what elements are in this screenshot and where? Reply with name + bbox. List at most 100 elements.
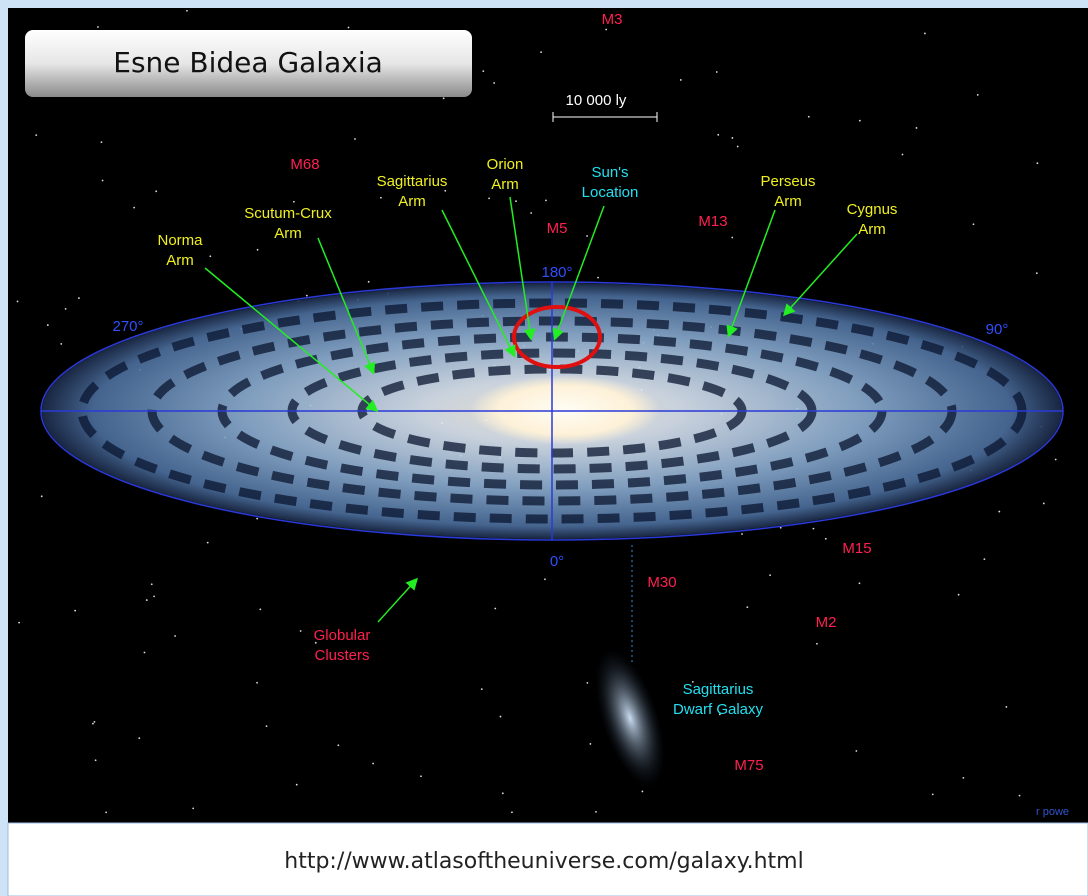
star	[95, 759, 97, 761]
star	[642, 791, 644, 793]
cluster-label: M15	[842, 540, 871, 557]
star	[916, 127, 918, 129]
label: Arm	[491, 176, 519, 193]
angle-label: 0°	[550, 553, 564, 570]
label: Arm	[274, 225, 302, 242]
star	[481, 688, 483, 690]
star	[105, 811, 107, 813]
star	[155, 190, 157, 192]
label: Arm	[774, 193, 802, 210]
angle-label: 90°	[986, 321, 1009, 338]
star	[816, 643, 818, 645]
star	[597, 277, 599, 279]
cluster-label: M68	[290, 156, 319, 173]
star	[192, 807, 194, 809]
star	[97, 26, 99, 28]
star	[94, 721, 96, 723]
diagram: Esne Bidea Galaxia 10 000 ly r powe http…	[0, 0, 1088, 896]
star	[813, 528, 815, 530]
star	[101, 141, 103, 143]
star	[420, 775, 422, 777]
star	[372, 763, 374, 765]
star	[300, 630, 302, 632]
star	[60, 343, 62, 345]
credit: r powe	[1036, 806, 1069, 818]
label: Cygnus	[847, 201, 898, 218]
label: Clusters	[314, 647, 369, 664]
cluster-label: M13	[698, 213, 727, 230]
caption: http://www.atlasoftheuniverse.com/galaxy…	[284, 849, 803, 874]
star	[590, 743, 592, 745]
star	[306, 295, 308, 297]
label: Arm	[398, 193, 426, 210]
star	[35, 134, 37, 136]
star	[731, 137, 733, 139]
angle-label: 270°	[112, 318, 143, 335]
star	[47, 324, 49, 326]
label: Perseus	[760, 173, 815, 190]
star	[209, 255, 211, 257]
star	[983, 558, 985, 560]
star	[92, 723, 94, 725]
star	[368, 281, 370, 283]
star	[586, 235, 588, 237]
star	[256, 518, 258, 520]
star	[482, 70, 484, 72]
star	[680, 79, 682, 81]
label: Norma	[157, 232, 203, 249]
star	[133, 207, 135, 209]
star	[515, 200, 517, 202]
star	[962, 777, 964, 779]
title: Esne Bidea Galaxia	[113, 46, 383, 79]
scale-label: 10 000 ly	[566, 92, 627, 109]
star	[266, 725, 268, 727]
star	[1036, 162, 1038, 164]
star	[769, 574, 771, 576]
label: Orion	[487, 156, 524, 173]
star	[41, 495, 43, 497]
cluster-label: M2	[816, 614, 837, 631]
star	[545, 200, 547, 202]
angle-label: 180°	[541, 264, 572, 281]
star	[924, 33, 926, 35]
cluster-label: M30	[647, 574, 676, 591]
page: Esne Bidea Galaxia 10 000 ly r powe http…	[0, 0, 1088, 896]
star	[958, 594, 960, 596]
label: Dwarf Galaxy	[673, 701, 764, 718]
star	[259, 608, 261, 610]
star	[808, 116, 810, 118]
star	[741, 533, 743, 535]
label: Arm	[858, 221, 886, 238]
star	[500, 716, 502, 718]
star	[731, 237, 733, 239]
star	[74, 610, 76, 612]
star	[207, 542, 209, 544]
label: Globular	[314, 627, 371, 644]
star	[1019, 795, 1021, 797]
star	[138, 737, 140, 739]
star	[18, 622, 20, 624]
star	[380, 197, 382, 199]
star	[859, 582, 861, 584]
star	[348, 27, 350, 29]
star	[717, 134, 719, 136]
star	[1005, 706, 1007, 708]
label: Sagittarius	[377, 173, 448, 190]
star	[488, 197, 490, 199]
star	[102, 180, 104, 182]
cluster-label: M75	[734, 757, 763, 774]
star	[511, 811, 513, 813]
star	[1055, 459, 1057, 461]
star	[586, 682, 588, 684]
star	[737, 146, 739, 148]
star	[444, 190, 446, 192]
star	[65, 308, 67, 310]
star	[502, 792, 504, 794]
star	[855, 750, 857, 752]
star	[973, 223, 975, 225]
star	[186, 10, 188, 12]
galaxy-core	[470, 375, 660, 445]
label: Sagittarius	[683, 681, 754, 698]
star	[1043, 503, 1045, 505]
star	[540, 51, 542, 53]
